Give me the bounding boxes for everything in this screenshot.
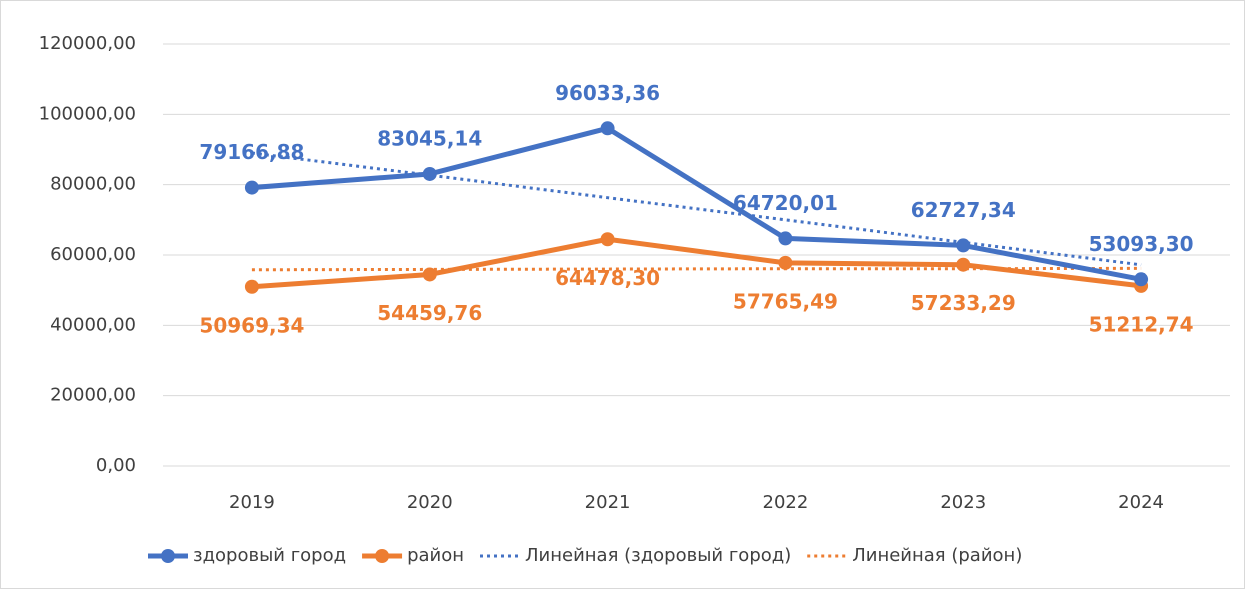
data-label: 53093,30: [1089, 232, 1194, 256]
y-tick-label: 60000,00: [50, 244, 136, 265]
marker: [244, 180, 259, 195]
marker: [778, 231, 793, 246]
data-label: 54459,76: [377, 301, 482, 325]
marker: [244, 279, 259, 294]
y-tick-label: 100000,00: [39, 103, 136, 124]
marker: [422, 166, 437, 181]
data-label: 83045,14: [377, 126, 482, 150]
y-tick-label: 120000,00: [39, 33, 136, 54]
trend-line: [251, 151, 1142, 267]
x-tick-label: 2021: [585, 492, 631, 513]
legend-marker: [161, 549, 175, 563]
series-line: [251, 125, 1142, 282]
marker: [422, 267, 437, 282]
x-tick-label: 2023: [940, 492, 986, 513]
data-label: 64478,30: [555, 266, 660, 290]
data-label: 50969,34: [199, 313, 304, 337]
y-tick-label: 0,00: [96, 455, 136, 476]
marker: [600, 232, 615, 247]
data-label: 51212,74: [1089, 312, 1194, 336]
legend-label: здоровый город: [193, 545, 346, 566]
y-tick-label: 80000,00: [50, 174, 136, 195]
marker: [1134, 272, 1149, 287]
marker: [956, 238, 971, 253]
x-tick-label: 2022: [763, 492, 809, 513]
x-tick-label: 2020: [407, 492, 453, 513]
data-label: 57765,49: [733, 289, 838, 313]
legend-item: Линейная (здоровый город): [480, 545, 791, 566]
legend-item: здоровый город: [148, 545, 346, 566]
marker: [778, 255, 793, 270]
marker: [600, 121, 615, 136]
legend-label: район: [407, 545, 464, 566]
y-tick-label: 40000,00: [50, 314, 136, 335]
marker: [956, 257, 971, 272]
legend-label: Линейная (здоровый город): [525, 545, 791, 566]
trend-line: [251, 266, 1142, 272]
series-line: [251, 236, 1142, 290]
legend-marker: [375, 549, 390, 563]
data-label: 64720,01: [733, 191, 838, 215]
x-tick-label: 2019: [229, 492, 275, 513]
x-tick-label: 2024: [1118, 492, 1164, 513]
data-label: 57233,29: [911, 291, 1016, 315]
data-label: 96033,36: [555, 81, 660, 105]
y-tick-label: 20000,00: [50, 385, 136, 406]
legend-label: Линейная (район): [852, 545, 1022, 566]
legend-item: район: [362, 545, 464, 566]
legend-item: Линейная (район): [807, 545, 1022, 566]
data-label: 62727,34: [911, 198, 1016, 222]
data-label: 79166,88: [199, 140, 304, 164]
